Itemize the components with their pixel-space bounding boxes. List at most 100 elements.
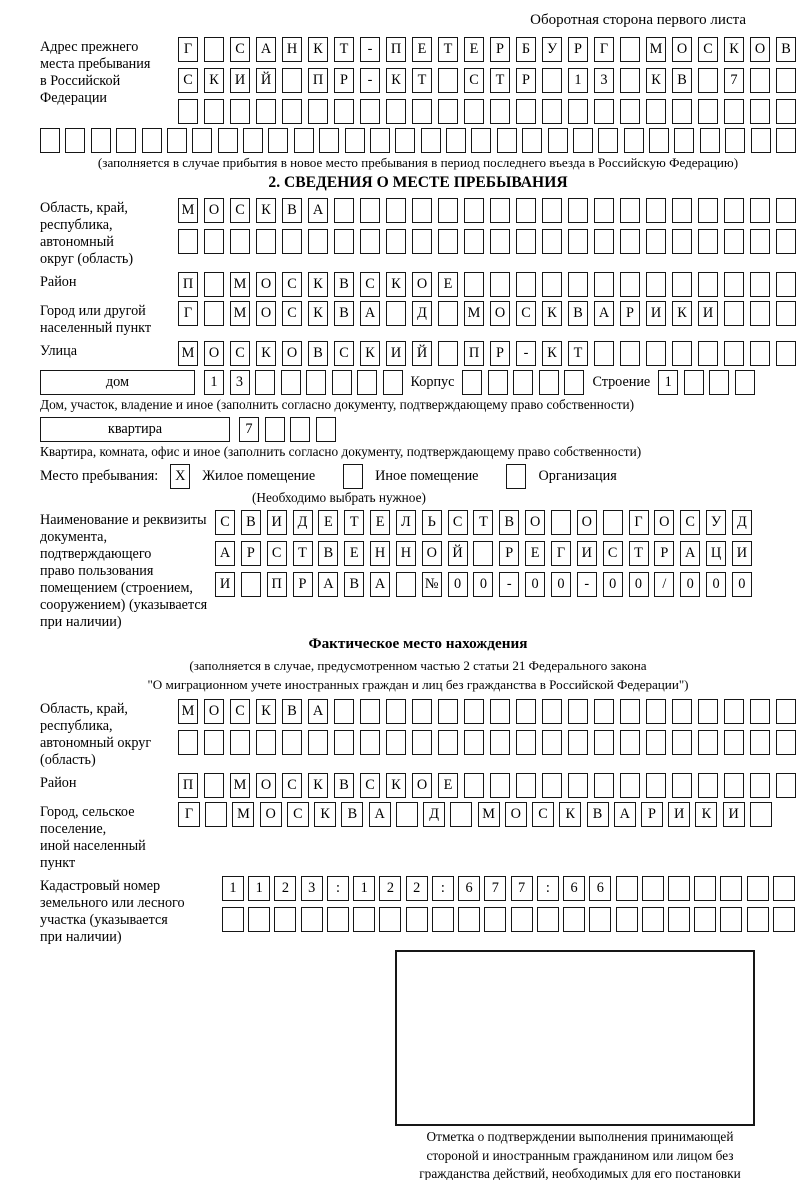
char-cell <box>360 198 380 223</box>
char-cell <box>772 876 795 901</box>
char-cell: : <box>326 876 349 901</box>
char-cell <box>256 229 276 254</box>
char-cell: Е <box>412 37 432 62</box>
char-cell <box>178 99 198 124</box>
char-cell: 0 <box>706 572 727 597</box>
char-cell <box>776 198 796 223</box>
char-cell <box>672 99 692 124</box>
apartment-number-boxes: 7 <box>239 417 336 442</box>
char-cell <box>331 370 352 395</box>
char-cell <box>568 229 588 254</box>
char-cell <box>750 198 770 223</box>
char-cell: О <box>750 37 770 62</box>
char-cell <box>513 370 534 395</box>
char-cell <box>308 99 328 124</box>
char-cell: 1 <box>248 876 271 901</box>
char-cell: О <box>576 510 597 535</box>
char-cell <box>204 99 224 124</box>
char-cell <box>217 128 238 153</box>
char-cell: Р <box>490 37 510 62</box>
char-cell <box>516 99 536 124</box>
char-cell: О <box>256 301 276 326</box>
label-line: земельного или лесного <box>40 895 185 911</box>
document-row-3: И П Р А В А № 0 0-0 0-0 0/0 0 0 <box>215 572 752 597</box>
char-cell: М <box>464 301 484 326</box>
char-cell <box>542 99 562 124</box>
char-cell <box>464 730 484 755</box>
section3-title: Фактическое место нахождения <box>308 635 528 652</box>
char-cell: И <box>722 802 745 827</box>
char-cell: В <box>308 341 328 366</box>
char-cell: А <box>256 37 276 62</box>
char-cell <box>464 198 484 223</box>
stay-type-note: (Необходимо выбрать нужное) <box>252 490 426 505</box>
char-cell <box>334 99 354 124</box>
char-cell: Н <box>282 37 302 62</box>
section3-notes: (заполняется в случае, предусмотренном ч… <box>40 657 796 694</box>
char-cell <box>776 229 796 254</box>
char-cell: Т <box>412 68 432 93</box>
char-cell: С <box>464 68 484 93</box>
char-cell: - <box>576 572 597 597</box>
char-cell <box>471 128 492 153</box>
char-cell <box>724 773 744 798</box>
char-cell: И <box>668 802 691 827</box>
label-line: населенный пункт <box>40 320 152 336</box>
char-cell <box>620 68 640 93</box>
char-cell <box>542 229 562 254</box>
char-cell <box>116 128 137 153</box>
char-cell: В <box>334 773 354 798</box>
label-line: автономный <box>40 234 114 250</box>
char-cell: 3 <box>300 876 323 901</box>
char-cell: К <box>314 802 337 827</box>
char-cell <box>282 68 302 93</box>
char-cell: О <box>654 510 675 535</box>
char-cell <box>568 730 588 755</box>
char-cell <box>412 699 432 724</box>
label-line: помещением (строением, <box>40 580 193 596</box>
char-cell <box>386 229 406 254</box>
char-cell: В <box>499 510 520 535</box>
char-cell: : <box>431 876 454 901</box>
stay-option-residential-label: Жилое помещение <box>202 468 316 484</box>
char-cell: О <box>421 541 442 566</box>
char-cell: В <box>334 272 354 297</box>
char-cell <box>420 128 441 153</box>
char-cell: 1 <box>222 876 244 901</box>
char-cell <box>516 730 536 755</box>
char-cell <box>750 99 770 124</box>
char-cell: Т <box>344 510 365 535</box>
char-cell <box>594 730 614 755</box>
char-cell <box>462 370 483 395</box>
field-region: Область, край, республика, автономный округ… <box>40 198 796 268</box>
char-cell <box>412 99 432 124</box>
apartment-row: квартира 7 <box>40 417 796 442</box>
previous-address-note: (заполняется в случае прибытия в новое м… <box>97 155 739 170</box>
char-cell <box>282 99 302 124</box>
field-previous-address: Адрес прежнего места пребывания в Российск… <box>40 37 796 124</box>
char-cell: К <box>308 37 328 62</box>
char-cell: К <box>542 301 562 326</box>
char-cell: В <box>672 68 692 93</box>
stay-option-organization-label: Организация <box>538 468 617 484</box>
korpus-boxes <box>462 370 585 395</box>
char-cell <box>563 907 586 932</box>
char-cell <box>204 730 224 755</box>
label-line: Адрес прежнего <box>40 39 139 55</box>
char-cell: К <box>256 198 276 223</box>
char-cell: С <box>282 301 302 326</box>
char-cell: М <box>178 341 198 366</box>
char-cell: М <box>178 699 198 724</box>
char-cell <box>490 699 510 724</box>
char-cell: О <box>259 802 282 827</box>
label-line: республика, <box>40 718 113 734</box>
char-cell: В <box>282 198 302 223</box>
char-cell <box>516 773 536 798</box>
char-cell <box>620 99 640 124</box>
char-cell <box>490 272 510 297</box>
